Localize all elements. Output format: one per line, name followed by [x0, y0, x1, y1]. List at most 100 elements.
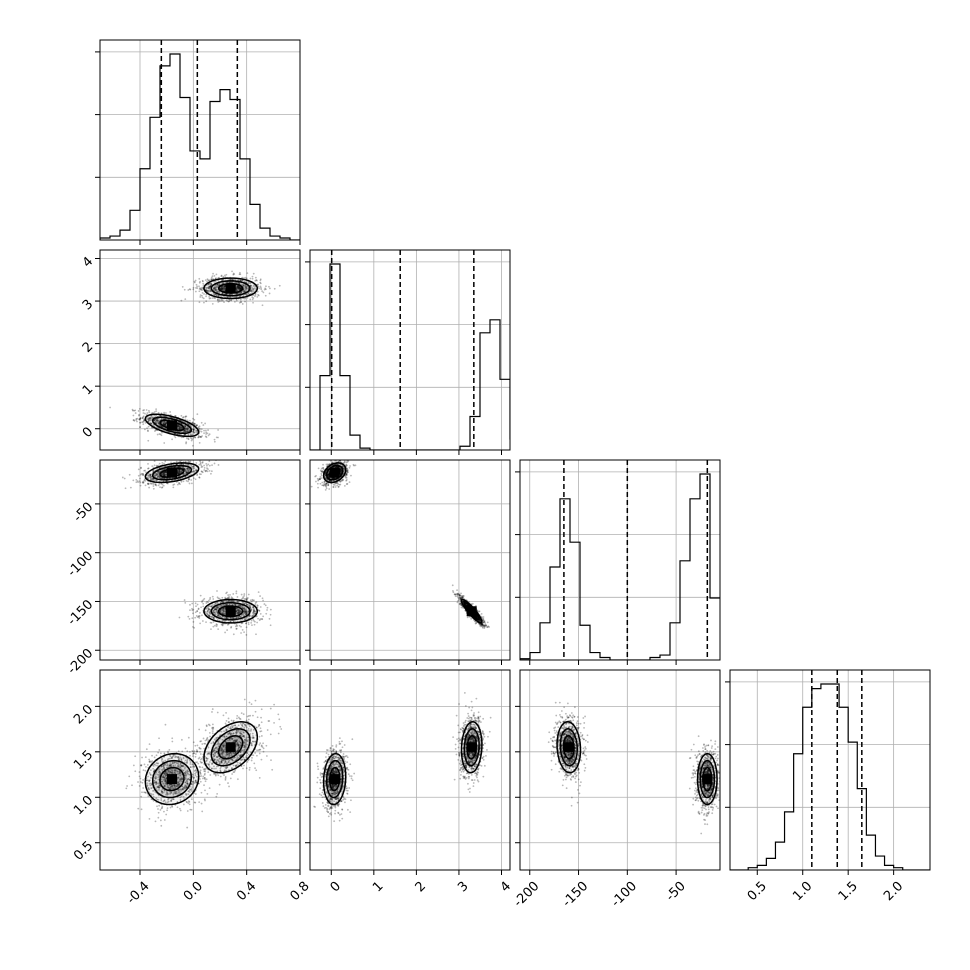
scatter-point: [199, 435, 202, 438]
scatter-point: [238, 287, 241, 289]
scatter-point: [241, 606, 244, 609]
scatter-point: [183, 472, 186, 475]
scatter-point: [223, 287, 226, 290]
scatter-point: [179, 460, 181, 463]
scatter-point: [147, 474, 150, 477]
scatter-point: [157, 421, 160, 424]
scatter-point: [157, 419, 159, 422]
scatter-point: [247, 593, 250, 596]
scatter-point: [140, 417, 142, 419]
scatter-point: [317, 478, 320, 481]
scatter-point: [152, 477, 154, 480]
scatter-point: [253, 608, 255, 611]
scatter-point: [246, 285, 249, 288]
scatter-point: [245, 622, 248, 625]
scatter-point: [231, 270, 233, 273]
scatter-point: [207, 608, 210, 611]
scatter-point: [216, 291, 219, 294]
scatter-point: [185, 441, 188, 444]
scatter-point: [252, 619, 255, 622]
scatter-point: [163, 442, 166, 444]
scatter-point: [243, 611, 246, 614]
scatter-point: [147, 482, 149, 485]
scatter-point: [138, 418, 141, 421]
scatter-point: [225, 293, 228, 296]
scatter-point: [149, 478, 152, 481]
scatter-point: [158, 462, 161, 465]
scatter-point: [255, 279, 258, 281]
scatter-point: [165, 471, 168, 474]
scatter-point: [193, 626, 196, 629]
scatter-point: [109, 406, 111, 409]
scatter-point: [265, 612, 268, 615]
scatter-point: [201, 289, 204, 291]
scatter-point: [242, 596, 245, 599]
scatter-point: [158, 470, 161, 473]
scatter-point: [252, 285, 255, 287]
scatter-point: [208, 611, 211, 614]
scatter-point: [160, 434, 163, 437]
scatter-point: [150, 415, 153, 418]
scatter-point: [199, 280, 201, 283]
scatter-point: [144, 428, 146, 431]
scatter-point: [242, 290, 245, 293]
scatter-point: [219, 610, 222, 612]
scatter-point: [249, 282, 252, 285]
scatter-point: [310, 485, 313, 488]
scatter-point: [238, 624, 241, 627]
scatter-point: [239, 287, 241, 290]
scatter-point: [338, 460, 341, 463]
scatter-point: [240, 279, 243, 282]
scatter-point: [177, 466, 180, 468]
scatter-point: [164, 422, 167, 425]
scatter-point: [207, 468, 209, 471]
scatter-point: [147, 467, 150, 470]
scatter-point: [157, 476, 159, 479]
scatter-point: [176, 423, 179, 426]
scatter-point: [136, 420, 138, 423]
scatter-point: [164, 423, 167, 426]
scatter-point: [264, 604, 267, 607]
scatter-point: [192, 436, 195, 439]
scatter-point: [237, 612, 240, 614]
scatter-point: [176, 473, 179, 475]
scatter-point: [215, 290, 217, 293]
scatter-point: [204, 469, 207, 472]
scatter-point: [318, 478, 321, 481]
scatter-point: [139, 467, 142, 470]
scatter-point: [187, 478, 190, 481]
scatter-point: [144, 412, 146, 415]
scatter-point: [144, 421, 147, 424]
scatter-point: [193, 471, 196, 473]
scatter-point: [244, 300, 246, 303]
scatter-point: [199, 611, 201, 614]
scatter-point: [192, 430, 195, 433]
scatter-point: [226, 293, 229, 295]
scatter-point: [339, 480, 341, 483]
scatter-point: [160, 412, 163, 415]
scatter-point: [339, 468, 342, 470]
scatter-point: [152, 483, 155, 485]
scatter-point: [195, 462, 198, 464]
scatter-point: [139, 417, 142, 420]
scatter-point: [222, 603, 225, 606]
scatter-point: [346, 469, 349, 472]
scatter-point: [243, 610, 246, 613]
scatter-point: [172, 484, 175, 486]
scatter-point: [214, 288, 217, 291]
scatter-point: [148, 419, 151, 422]
scatter-point: [221, 596, 224, 599]
scatter-point: [237, 279, 240, 282]
scatter-point: [192, 470, 195, 473]
scatter-point: [143, 469, 146, 472]
scatter-point: [178, 470, 181, 472]
scatter-point: [243, 597, 246, 600]
scatter-point: [336, 484, 339, 487]
scatter-point: [236, 612, 239, 615]
scatter-point: [138, 413, 141, 416]
scatter-point: [228, 603, 231, 606]
scatter-point: [218, 294, 220, 297]
scatter-point: [255, 633, 257, 636]
scatter-point: [158, 482, 161, 485]
scatter-point: [333, 458, 335, 460]
